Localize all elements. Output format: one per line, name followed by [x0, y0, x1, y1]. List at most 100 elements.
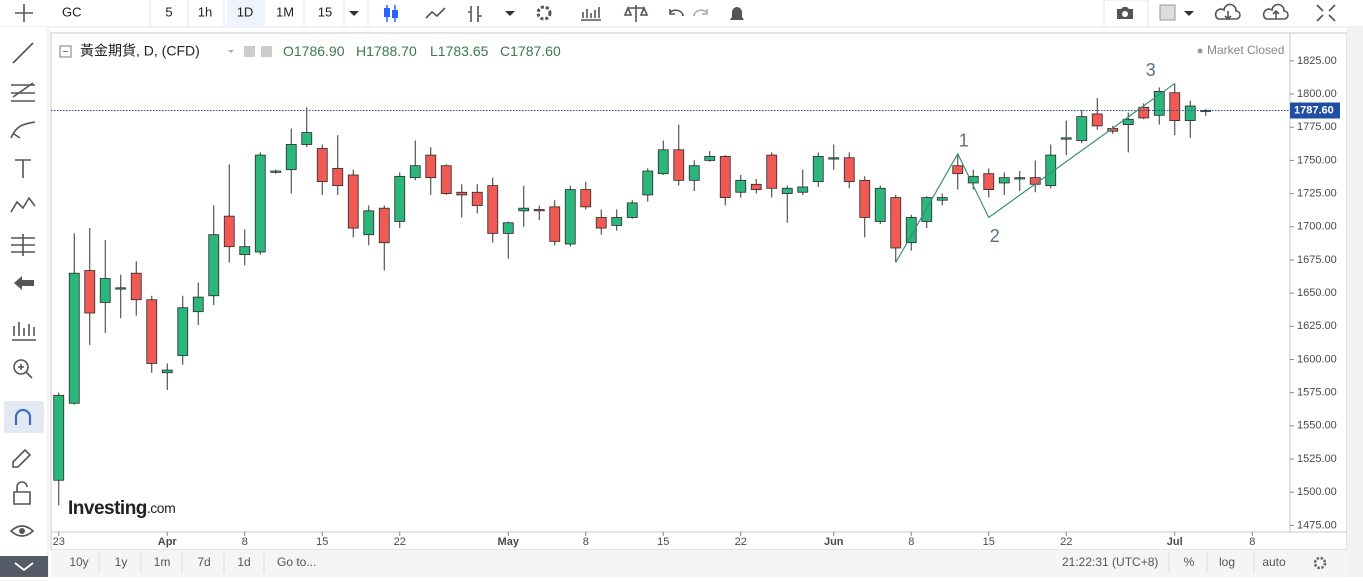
- visibility-tool[interactable]: [9, 525, 35, 537]
- candle-body: [409, 165, 421, 179]
- candle-body: [781, 187, 793, 194]
- wave-label: 1: [959, 131, 969, 151]
- line-chart-icon[interactable]: [425, 7, 446, 19]
- text-tool[interactable]: [15, 159, 31, 178]
- candle-body: [843, 157, 855, 183]
- fib-tool[interactable]: [11, 82, 35, 102]
- range-button[interactable]: 1d: [237, 555, 250, 569]
- scale-option[interactable]: log: [1219, 555, 1235, 569]
- candle-body: [564, 189, 576, 245]
- ohlc-legend: O1786.90 H1788.70 L1783.65 C1787.60: [283, 43, 561, 59]
- x-tick-label: 22: [1060, 536, 1072, 548]
- symbol[interactable]: GC: [62, 4, 82, 19]
- ohlc-prefix: L: [430, 43, 438, 59]
- pattern-tool[interactable]: [10, 196, 36, 213]
- logo-brand: Investing: [68, 498, 147, 519]
- redo-icon[interactable]: [693, 9, 708, 17]
- y-tick-label: 1650.00: [1297, 287, 1337, 299]
- interval-button[interactable]: 1M: [276, 4, 294, 19]
- candle-body: [84, 270, 96, 314]
- legend-settings-icon[interactable]: [261, 46, 272, 57]
- candle-body: [735, 179, 747, 193]
- y-tick-label: 1750.00: [1297, 154, 1337, 166]
- candle-body: [161, 369, 173, 374]
- lock-drawing-tool[interactable]: [12, 448, 32, 468]
- candle-body: [394, 175, 406, 222]
- range-button[interactable]: 1y: [115, 555, 128, 569]
- crosshair-icon[interactable]: [15, 4, 33, 22]
- alert-icon[interactable]: [730, 7, 744, 20]
- candle-body: [874, 187, 886, 222]
- range-button[interactable]: 10y: [69, 555, 88, 569]
- candle-body: [1091, 113, 1103, 127]
- candle-body: [192, 296, 204, 313]
- measure-tool[interactable]: [12, 322, 36, 341]
- chart-type-icon[interactable]: [384, 5, 398, 22]
- x-tick-label: 8: [908, 536, 914, 548]
- legend-hide-icon[interactable]: [244, 46, 255, 57]
- y-tick-label: 1775.00: [1297, 121, 1337, 133]
- y-tick-label: 1550.00: [1297, 420, 1337, 432]
- interval-button[interactable]: 15: [318, 4, 332, 19]
- candle-body: [626, 202, 638, 218]
- interval-button[interactable]: 1h: [198, 4, 212, 19]
- candle-body: [890, 197, 902, 249]
- x-tick-label: May: [498, 536, 520, 548]
- last-price-label: 1787.60: [1294, 104, 1334, 116]
- candle-body: [518, 207, 530, 212]
- prediction-tool[interactable]: [11, 234, 35, 256]
- save-icon[interactable]: [1262, 3, 1289, 20]
- candle-body: [549, 206, 561, 242]
- y-tick-label: 1700.00: [1297, 221, 1337, 233]
- candle-body: [812, 156, 824, 183]
- brush-tool[interactable]: [10, 121, 36, 139]
- scale-option[interactable]: auto: [1262, 555, 1286, 569]
- compare-icon[interactable]: [623, 5, 649, 22]
- candle-body: [859, 179, 871, 218]
- camera-lens: [1122, 11, 1128, 17]
- y-tick-label: 1800.00: [1297, 88, 1337, 100]
- legend-dropdown[interactable]: [228, 50, 234, 53]
- zoom-plus: [18, 364, 33, 379]
- zoom-tool[interactable]: [13, 359, 29, 375]
- logo: Investing.com: [68, 498, 175, 519]
- dropdown[interactable]: [505, 11, 515, 16]
- color-button[interactable]: [1159, 4, 1176, 21]
- dropdown[interactable]: [349, 11, 359, 16]
- goto-button[interactable]: Go to...: [277, 555, 316, 569]
- side-toolbar: [0, 27, 48, 577]
- indicators-icon[interactable]: [581, 7, 601, 21]
- back-icon[interactable]: [14, 276, 34, 290]
- interval-button[interactable]: 1D: [237, 4, 254, 19]
- candle-body: [1184, 105, 1196, 121]
- y-tick-label: 1625.00: [1297, 320, 1337, 332]
- bars-icon[interactable]: [468, 6, 482, 22]
- interval-button[interactable]: 5: [165, 4, 172, 19]
- scroll-area: [1347, 27, 1363, 577]
- dropdown[interactable]: [1184, 11, 1194, 16]
- undo-icon[interactable]: [669, 9, 684, 17]
- footer-settings[interactable]: [1313, 556, 1327, 570]
- scale-option[interactable]: %: [1184, 555, 1195, 569]
- x-tick-label: 15: [983, 536, 995, 548]
- trendline-tool[interactable]: [12, 42, 34, 64]
- ohlc-prefix: O: [283, 43, 294, 59]
- candles: 1475.00 1500.00 1525.00 1550.00 1575.00 1600.…: [51, 55, 1340, 548]
- y-tick-label: 1675.00: [1297, 254, 1337, 266]
- settings-icon[interactable]: [536, 5, 552, 21]
- ohlc-item: O1786.90: [283, 43, 345, 59]
- candle-body: [688, 165, 700, 181]
- candle-body: [1138, 106, 1150, 119]
- magnet-active[interactable]: [4, 401, 44, 433]
- range-button[interactable]: 7d: [197, 555, 210, 569]
- load-icon[interactable]: [1214, 3, 1241, 21]
- y-tick-label: 1600.00: [1297, 353, 1337, 365]
- candle-body: [580, 189, 592, 208]
- fullscreen-icon[interactable]: [1316, 4, 1336, 22]
- range-button[interactable]: 1m: [154, 555, 171, 569]
- lock-tool[interactable]: [13, 481, 31, 505]
- x-tick-label: 22: [735, 536, 747, 548]
- candle-body: [68, 272, 80, 404]
- collapse-button[interactable]: [0, 556, 48, 577]
